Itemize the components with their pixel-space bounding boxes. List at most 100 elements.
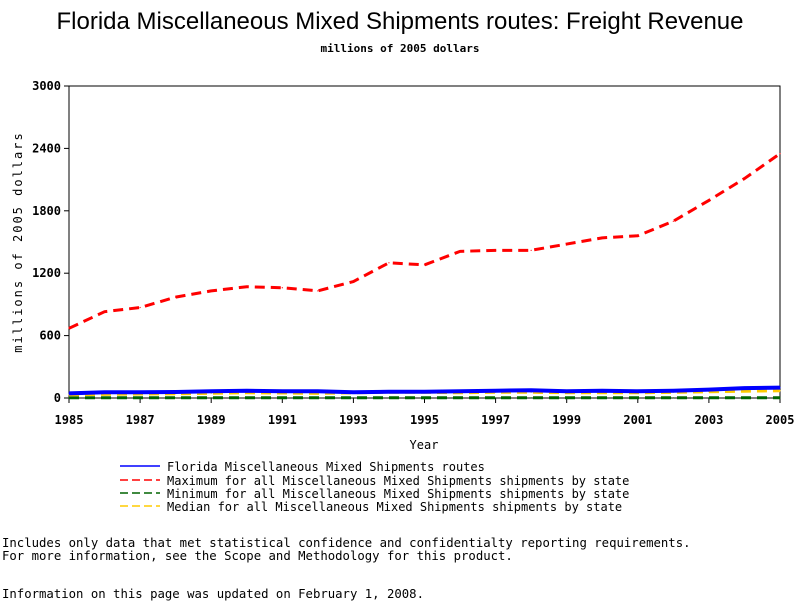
data-point-minimum [317, 397, 319, 399]
data-point-maximum [281, 287, 283, 289]
legend-label-minimum: Minimum for all Miscellaneous Mixed Ship… [167, 487, 629, 501]
data-point-florida [530, 389, 532, 391]
data-point-maximum [139, 306, 141, 309]
data-point-florida [601, 390, 603, 392]
data-point-maximum [743, 177, 746, 180]
data-point-florida [708, 389, 710, 391]
data-point-maximum [779, 153, 781, 155]
data-point-maximum [566, 243, 568, 245]
x-tick-label: 2001 [623, 413, 652, 427]
data-point-minimum [530, 397, 532, 399]
data-point-maximum [210, 290, 212, 292]
legend: Florida Miscellaneous Mixed Shipments ro… [120, 460, 629, 514]
data-point-minimum [495, 397, 497, 399]
y-tick-label: 0 [54, 391, 61, 405]
y-tick-label: 1800 [32, 204, 61, 218]
legend-label-median: Median for all Miscellaneous Mixed Shipm… [167, 500, 622, 514]
x-tick-label: 1995 [410, 413, 439, 427]
data-point-florida [139, 391, 141, 393]
data-point-maximum [459, 250, 461, 252]
x-tick-label: 1989 [197, 413, 226, 427]
data-point-minimum [388, 397, 390, 399]
data-point-minimum [68, 397, 70, 399]
data-point-minimum [210, 397, 212, 399]
x-tick-label: 1985 [55, 413, 84, 427]
data-point-minimum [743, 397, 746, 399]
data-point-minimum [423, 397, 426, 399]
data-point-florida [495, 390, 497, 392]
x-tick-label: 2005 [766, 413, 795, 427]
legend-label-maximum: Maximum for all Miscellaneous Mixed Ship… [167, 474, 629, 488]
x-tick-label: 2003 [694, 413, 723, 427]
data-point-maximum [530, 249, 532, 251]
data-point-maximum [175, 296, 177, 298]
data-point-maximum [317, 290, 319, 292]
data-point-florida [246, 390, 248, 392]
data-point-florida [317, 390, 319, 392]
data-point-maximum [495, 249, 497, 251]
chart-subtitle: millions of 2005 dollars [320, 42, 480, 55]
y-tick-label: 1200 [32, 266, 61, 280]
data-point-minimum [459, 397, 461, 399]
data-point-florida [388, 391, 390, 393]
data-point-median [743, 390, 746, 392]
data-point-maximum [68, 327, 70, 329]
data-point-florida [637, 390, 639, 392]
data-point-florida [175, 391, 177, 393]
data-point-florida [779, 387, 781, 389]
data-point-maximum [708, 199, 710, 201]
y-axis-label: millions of 2005 dollars [11, 131, 25, 352]
data-point-florida [743, 387, 746, 389]
data-point-minimum [779, 397, 781, 399]
data-point-minimum [246, 397, 248, 399]
data-point-florida [672, 390, 674, 392]
data-point-maximum [103, 311, 106, 313]
data-point-minimum [103, 397, 106, 399]
legend-label-florida: Florida Miscellaneous Mixed Shipments ro… [167, 460, 485, 474]
x-tick-label: 1997 [481, 413, 510, 427]
x-tick-label: 1991 [268, 413, 297, 427]
x-tick-label: 1987 [126, 413, 155, 427]
data-point-maximum [672, 220, 674, 222]
data-point-florida [352, 391, 354, 393]
data-point-minimum [139, 397, 141, 399]
x-axis-label: Year [410, 438, 439, 452]
data-point-median [779, 390, 781, 392]
data-point-minimum [352, 397, 354, 399]
note-methodology: For more information, see the Scope and … [2, 549, 513, 563]
data-point-minimum [708, 397, 710, 399]
plot-area [68, 85, 781, 399]
data-point-florida [459, 390, 461, 392]
data-point-minimum [601, 397, 603, 399]
y-tick-label: 600 [39, 329, 61, 343]
y-tick-label: 2400 [32, 141, 61, 155]
note-updated: Information on this page was updated on … [2, 587, 424, 601]
data-point-minimum [672, 397, 674, 399]
data-point-maximum [637, 235, 639, 237]
chart-title: Florida Miscellaneous Mixed Shipments ro… [56, 8, 744, 35]
data-point-minimum [175, 397, 177, 399]
axis-ticks: 1985 1987 1989 1991 1993 1995 1997 1999 2001 2003… [32, 79, 794, 427]
data-point-florida [68, 392, 70, 394]
plot-frame [68, 85, 781, 399]
data-point-maximum [423, 264, 426, 266]
data-point-florida [103, 391, 106, 393]
data-point-maximum [352, 280, 354, 283]
note-confidence: Includes only data that met statistical … [2, 536, 691, 550]
data-point-minimum [637, 397, 639, 399]
data-point-minimum [281, 397, 283, 399]
y-tick-label: 3000 [32, 79, 61, 93]
data-point-florida [210, 390, 212, 392]
series-line-maximum [68, 152, 781, 330]
data-point-maximum [601, 237, 603, 239]
data-point-florida [566, 390, 568, 392]
data-point-florida [281, 390, 283, 392]
data-point-minimum [566, 397, 568, 399]
x-tick-label: 1993 [339, 413, 368, 427]
data-point-florida [423, 391, 426, 393]
x-tick-label: 1999 [552, 413, 581, 427]
data-point-maximum [388, 262, 390, 264]
data-point-maximum [246, 286, 248, 288]
series-layer [68, 152, 781, 400]
